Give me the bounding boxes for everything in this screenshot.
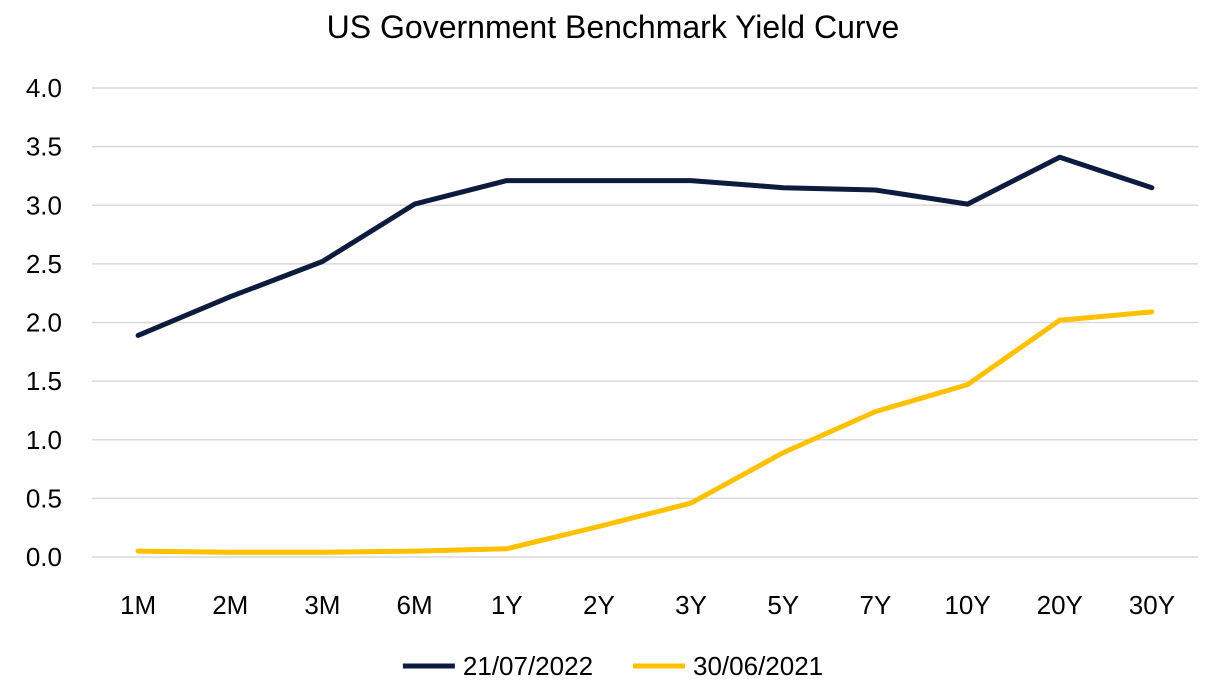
y-tick-label: 1.0 [26,425,62,455]
x-tick-label: 30Y [1129,590,1175,620]
x-tick-label: 10Y [944,590,990,620]
y-tick-label: 0.5 [26,483,62,513]
series-line-2 [135,309,1155,555]
legend: 21/07/2022 30/06/2021 [402,651,823,681]
x-tick-label: 20Y [1037,590,1083,620]
x-tick-label: 3Y [675,590,707,620]
series-lines [135,154,1155,555]
chart-title: US Government Benchmark Yield Curve [327,9,900,45]
x-tick-label: 6M [397,590,433,620]
y-tick-label: 3.5 [26,132,62,162]
y-tick-label: 2.5 [26,249,62,279]
x-tick-label: 5Y [767,590,799,620]
legend-label: 21/07/2022 [463,651,593,681]
y-tick-label: 3.0 [26,190,62,220]
x-tick-label: 1Y [491,590,523,620]
y-tick-label: 0.0 [26,542,62,572]
x-tick-label: 2M [212,590,248,620]
y-axis-ticks: 0.0 0.5 1.0 1.5 2.0 2.5 3.0 3.5 4.0 [26,73,62,572]
legend-item: 21/07/2022 [402,651,593,681]
x-tick-label: 3M [304,590,340,620]
x-tick-label: 7Y [860,590,892,620]
x-tick-label: 1M [120,590,156,620]
y-tick-label: 1.5 [26,366,62,396]
legend-label: 30/06/2021 [693,651,823,681]
y-tick-label: 4.0 [26,73,62,103]
grid-lines [92,87,1198,558]
series-line-1 [135,154,1155,338]
x-axis-ticks: 1M 2M 3M 6M 1Y 2Y 3Y 5Y 7Y 10Y 20Y 30Y [120,590,1175,620]
y-tick-label: 2.0 [26,308,62,338]
x-tick-label: 2Y [583,590,615,620]
legend-item: 30/06/2021 [633,651,823,681]
